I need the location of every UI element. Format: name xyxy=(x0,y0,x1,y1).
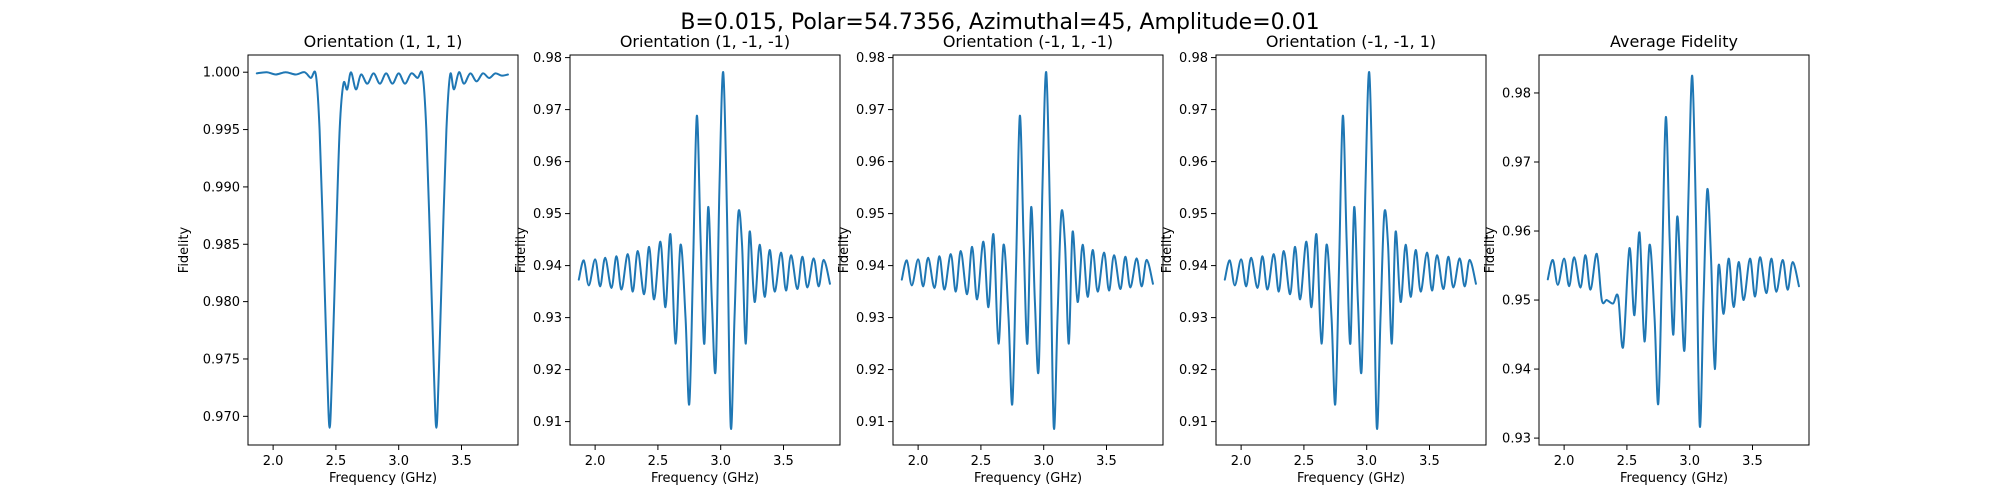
x-axis-label: Frequency (GHz) xyxy=(1297,471,1405,486)
y-tick-label: 0.97 xyxy=(1502,155,1531,170)
x-tick-label: 2.5 xyxy=(971,454,992,469)
subplot-title: Orientation (-1, 1, -1) xyxy=(943,32,1113,51)
axes-frame xyxy=(569,54,841,446)
x-tick-label: 2.0 xyxy=(1554,454,1575,469)
y-tick-label: 0.98 xyxy=(533,51,562,66)
series-line-1 xyxy=(1223,71,1477,430)
y-tick-label: 0.98 xyxy=(1179,51,1208,66)
y-axis-label: Fidelity xyxy=(514,226,529,273)
axes-frame xyxy=(892,54,1164,446)
y-tick-label: 0.985 xyxy=(203,238,240,253)
subplot-title: Orientation (1, 1, 1) xyxy=(304,32,463,51)
y-tick-label: 0.94 xyxy=(856,259,885,274)
y-tick-label: 0.95 xyxy=(533,207,562,222)
x-tick-label: 3.5 xyxy=(451,454,472,469)
subplot-2: Orientation (1, -1, -1) 2.0 2.5 3.0 3.5 0.91 0… xyxy=(514,32,841,486)
figure-title: B=0.015, Polar=54.7356, Azimuthal=45, Am… xyxy=(680,10,1319,35)
subplot-grid: Orientation (1, 1, 1) 2.0 2.5 3.0 3.5 0.970 0.… xyxy=(177,32,1810,486)
y-tick-label: 0.93 xyxy=(1502,432,1531,447)
x-tick-label: 3.0 xyxy=(388,454,409,469)
y-tick-label: 0.92 xyxy=(533,363,562,378)
y-tick-label: 0.97 xyxy=(1179,103,1208,118)
y-tick-label: 0.91 xyxy=(1179,415,1208,430)
x-tick-label: 2.5 xyxy=(648,454,669,469)
x-tick-label: 3.0 xyxy=(710,454,731,469)
y-tick-label: 0.95 xyxy=(856,207,885,222)
subplot-1: Orientation (1, 1, 1) 2.0 2.5 3.0 3.5 0.970 0.… xyxy=(177,32,519,486)
series-line-1 xyxy=(1546,74,1800,428)
x-tick-label: 3.0 xyxy=(1679,454,1700,469)
x-axis-label: Frequency (GHz) xyxy=(329,471,437,486)
x-axis-label: Frequency (GHz) xyxy=(974,471,1082,486)
y-axis-label: Fidelity xyxy=(177,226,192,273)
series-line-1 xyxy=(255,70,509,429)
y-tick-label: 0.92 xyxy=(856,363,885,378)
subplot-title: Orientation (-1, -1, 1) xyxy=(1266,32,1436,51)
x-tick-label: 3.5 xyxy=(1419,454,1440,469)
y-tick-label: 1.000 xyxy=(203,66,240,81)
y-axis-label: Fidelity xyxy=(1483,226,1498,273)
subplot-title: Average Fidelity xyxy=(1610,32,1738,51)
series-line-1 xyxy=(577,71,831,430)
x-tick-label: 2.0 xyxy=(908,454,929,469)
y-tick-label: 0.94 xyxy=(1179,259,1208,274)
x-tick-label: 2.0 xyxy=(1231,454,1252,469)
x-tick-label: 3.5 xyxy=(1742,454,1763,469)
y-tick-label: 0.980 xyxy=(203,295,240,310)
subplot-5: Average Fidelity 2.0 2.5 3.0 3.5 0.93 0.94 0.95… xyxy=(1483,32,1810,486)
axes-frame xyxy=(1215,54,1487,446)
y-tick-label: 0.975 xyxy=(203,352,240,367)
y-tick-label: 0.98 xyxy=(856,51,885,66)
y-tick-label: 0.94 xyxy=(1502,363,1531,378)
y-axis-label: Fidelity xyxy=(1160,226,1175,273)
y-tick-label: 0.91 xyxy=(856,415,885,430)
y-tick-label: 0.96 xyxy=(533,155,562,170)
y-tick-label: 0.93 xyxy=(1179,311,1208,326)
y-tick-label: 0.995 xyxy=(203,123,240,138)
y-tick-label: 0.93 xyxy=(856,311,885,326)
x-tick-label: 2.0 xyxy=(263,454,284,469)
y-axis-label: Fidelity xyxy=(837,226,852,273)
x-axis-label: Frequency (GHz) xyxy=(1620,471,1728,486)
axes-frame xyxy=(247,54,519,446)
y-tick-label: 0.97 xyxy=(856,103,885,118)
series-line-1 xyxy=(900,71,1154,430)
y-tick-label: 0.95 xyxy=(1179,207,1208,222)
x-tick-label: 3.5 xyxy=(773,454,794,469)
y-tick-label: 0.96 xyxy=(1179,155,1208,170)
x-tick-label: 3.5 xyxy=(1096,454,1117,469)
x-tick-label: 3.0 xyxy=(1356,454,1377,469)
y-tick-label: 0.93 xyxy=(533,311,562,326)
x-axis-label: Frequency (GHz) xyxy=(651,471,759,486)
x-tick-label: 2.5 xyxy=(326,454,347,469)
x-tick-label: 3.0 xyxy=(1033,454,1054,469)
subplot-4: Orientation (-1, -1, 1) 2.0 2.5 3.0 3.5 0.91 0… xyxy=(1160,32,1487,486)
subplot-title: Orientation (1, -1, -1) xyxy=(620,32,790,51)
y-tick-label: 0.95 xyxy=(1502,294,1531,309)
y-tick-label: 0.990 xyxy=(203,180,240,195)
axes-frame xyxy=(1538,54,1810,446)
x-tick-label: 2.5 xyxy=(1294,454,1315,469)
y-tick-label: 0.96 xyxy=(1502,225,1531,240)
y-tick-label: 0.97 xyxy=(533,103,562,118)
x-tick-label: 2.5 xyxy=(1617,454,1638,469)
y-tick-label: 0.94 xyxy=(533,259,562,274)
y-tick-label: 0.96 xyxy=(856,155,885,170)
y-tick-label: 0.98 xyxy=(1502,86,1531,101)
y-tick-label: 0.970 xyxy=(203,410,240,425)
y-tick-label: 0.91 xyxy=(533,415,562,430)
subplot-3: Orientation (-1, 1, -1) 2.0 2.5 3.0 3.5 0.91 0… xyxy=(837,32,1164,486)
x-tick-label: 2.0 xyxy=(585,454,606,469)
y-tick-label: 0.92 xyxy=(1179,363,1208,378)
